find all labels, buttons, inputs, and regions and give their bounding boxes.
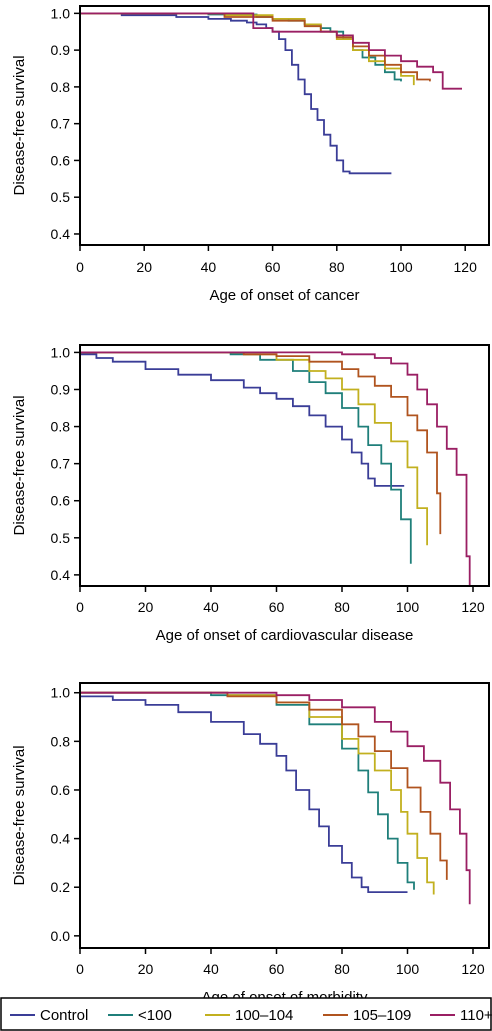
y-tick-label: 0.5 [51, 530, 71, 546]
y-axis-label: Disease-free survival [11, 395, 28, 535]
legend-label: Control [40, 1007, 88, 1024]
series-line-110- [80, 12, 462, 90]
x-axis-label: Age of onset of cancer [209, 287, 359, 304]
x-tick-label: 40 [203, 961, 219, 977]
y-tick-label: 0.7 [51, 456, 71, 472]
series-line-110- [80, 351, 471, 586]
y-tick-label: 0.4 [51, 567, 71, 583]
plot-frame [79, 682, 490, 949]
series-line--100 [80, 351, 412, 564]
x-tick-label: 40 [201, 259, 217, 275]
y-tick-label: 0.6 [51, 493, 71, 509]
y-tick-label: 1.0 [51, 685, 71, 701]
y-tick-label: 0.7 [51, 116, 71, 132]
y-tick-label: 0.6 [51, 152, 71, 168]
x-tick-label: 0 [76, 961, 84, 977]
legend-label: <100 [138, 1007, 172, 1024]
x-tick-label: 0 [76, 259, 84, 275]
x-tick-label: 120 [461, 961, 485, 977]
series-line-110- [80, 691, 471, 905]
x-tick-label: 60 [265, 259, 281, 275]
x-tick-label: 80 [334, 961, 350, 977]
series-line-100-104 [80, 351, 428, 546]
legend-label: 105–109 [353, 1007, 411, 1024]
plot-frame [79, 5, 490, 246]
chart-panel-cancer: 0 20 40 60 80 100 120 0.4 0.5 0.6 0.7 0.8 0.9 1.0 Age… [11, 5, 490, 304]
series-layer [80, 351, 471, 586]
chart-panel-cardiovascular: 0 20 40 60 80 100 120 0.4 0.5 0.6 0.7 0.8 0.9 1.0 Age… [11, 344, 490, 644]
series-layer [80, 691, 471, 905]
y-tick-label: 0.8 [51, 79, 71, 95]
x-tick-label: 60 [269, 599, 285, 615]
series-line-105-109 [80, 351, 442, 535]
x-tick-label: 100 [389, 259, 413, 275]
y-tick-label: 0.4 [51, 226, 71, 242]
series-line-100-104 [80, 691, 435, 895]
y-tick-label: 0.2 [51, 879, 71, 895]
legend-label: 100–104 [235, 1007, 293, 1024]
axes-layer: 0 20 40 60 80 100 120 0.4 0.5 0.6 0.7 0.8 0.9 1.0 [51, 5, 478, 275]
y-tick-label: 0.0 [51, 928, 71, 944]
series-line-control [80, 695, 408, 893]
plot-frame [79, 344, 490, 587]
x-tick-label: 60 [269, 961, 285, 977]
x-tick-label: 120 [461, 599, 485, 615]
y-tick-label: 0.8 [51, 733, 71, 749]
series-line--100 [80, 691, 415, 890]
series-line-control [80, 353, 405, 487]
legend-items: Control <100 100–104 105–109 110+ [10, 1007, 492, 1024]
x-tick-label: 80 [334, 599, 350, 615]
series-line-105-109 [80, 12, 431, 82]
y-tick-label: 1.0 [51, 5, 71, 21]
y-tick-label: 0.9 [51, 42, 71, 58]
y-tick-label: 0.4 [51, 831, 71, 847]
series-line-100-104 [80, 12, 415, 86]
axes-layer: 0 20 40 60 80 100 120 0.4 0.5 0.6 0.7 0.8 0.9 1.0 [51, 344, 485, 615]
axes-layer: 0 20 40 60 80 100 120 0.0 0.2 0.4 0.6 0.8 1.0 [51, 685, 485, 977]
y-axis-label: Disease-free survival [11, 745, 28, 885]
legend-label: 110+ [460, 1007, 492, 1024]
x-tick-label: 100 [396, 599, 420, 615]
y-tick-label: 0.5 [51, 189, 71, 205]
x-tick-label: 20 [138, 599, 154, 615]
legend: Control <100 100–104 105–109 110+ [0, 997, 492, 1031]
x-tick-label: 0 [76, 599, 84, 615]
x-tick-label: 80 [329, 259, 345, 275]
series-line-105-109 [80, 691, 448, 880]
y-tick-label: 0.8 [51, 419, 71, 435]
series-layer [80, 12, 462, 175]
y-axis-label: Disease-free survival [11, 55, 28, 195]
y-tick-label: 0.6 [51, 782, 71, 798]
x-tick-label: 100 [396, 961, 420, 977]
x-tick-label: 120 [454, 259, 478, 275]
x-tick-label: 20 [136, 259, 152, 275]
x-tick-label: 40 [203, 599, 219, 615]
x-axis-label: Age of onset of cardiovascular disease [156, 627, 414, 644]
y-tick-label: 1.0 [51, 344, 71, 360]
y-tick-label: 0.9 [51, 381, 71, 397]
legend-box [0, 997, 492, 1031]
x-tick-label: 20 [138, 961, 154, 977]
series-line-control [80, 12, 392, 175]
